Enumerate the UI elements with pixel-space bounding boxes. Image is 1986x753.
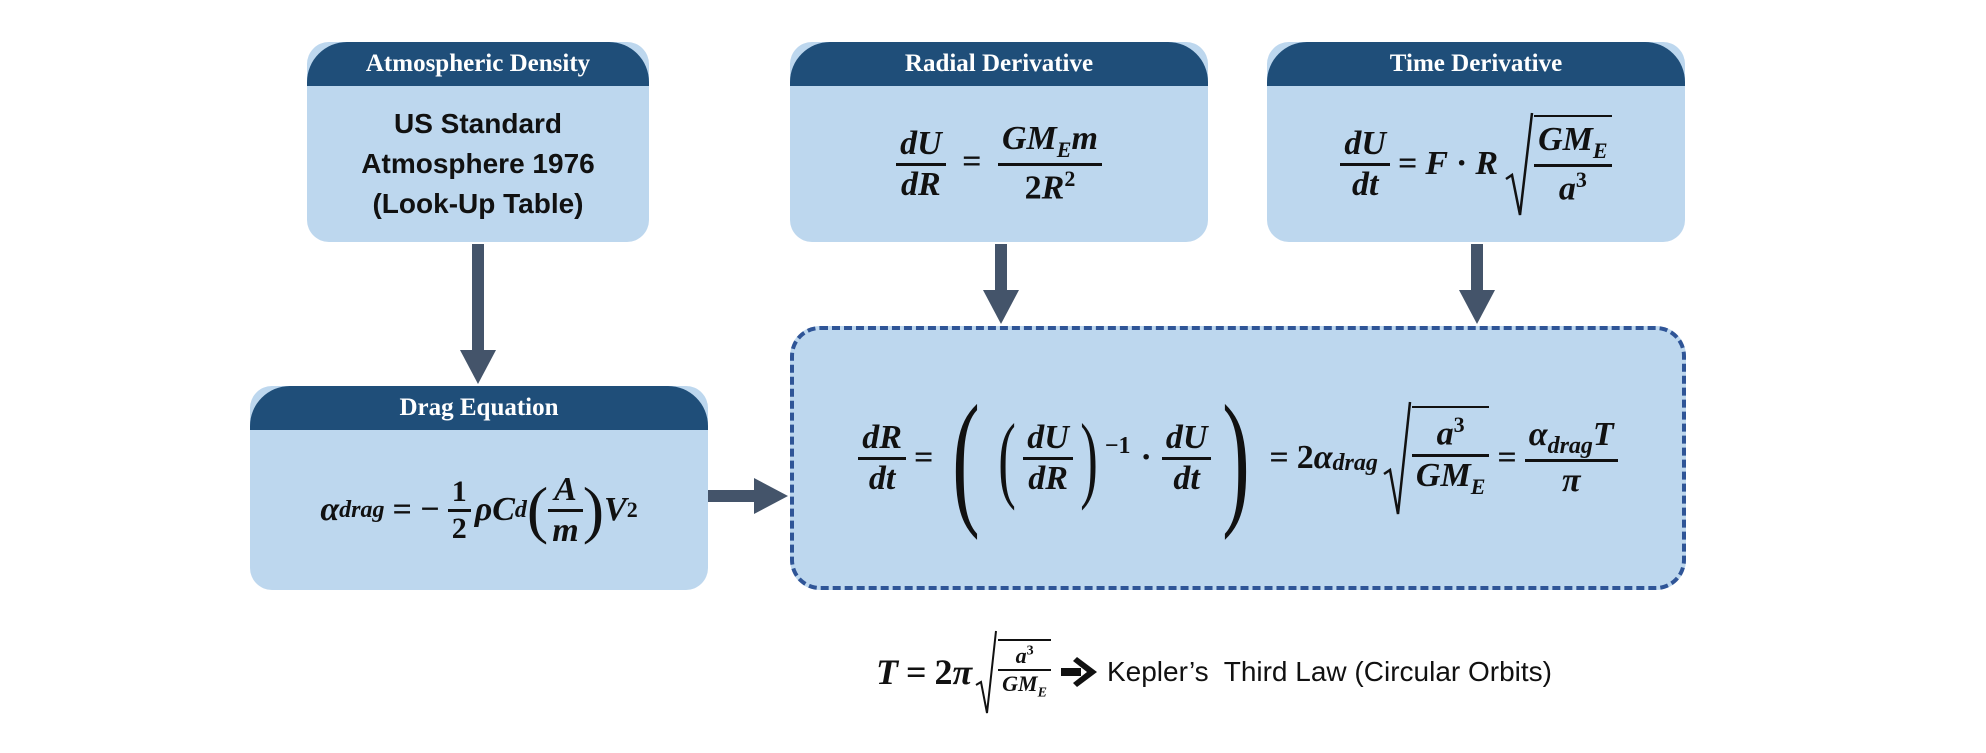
radial-derivative-equation: dU dR = GMEm 2R2 [896,120,1102,207]
density-line-2: Atmosphere 1976 [361,148,595,179]
arrow-time-to-combined [1459,244,1495,324]
time-derivative-box: Time Derivative dU dt = F · R GME a3 [1267,42,1685,242]
kepler-footer: T = 2 π a3 GME Kepler’s Third Law (Circular … [876,622,1552,722]
atmospheric-density-title: Atmospheric Density [307,42,649,86]
density-source-text: US Standard Atmosphere 1976 (Look-Up Tab… [361,104,594,224]
combined-equation-box: dR dt = ( ( dU dR ) −1 · dU dt ) = 2 α drag a… [790,326,1686,590]
arrow-drag-to-combined [708,478,788,514]
sqrt-sign-icon [975,630,998,714]
radial-derivative-title: Radial Derivative [790,42,1208,86]
time-derivative-title: Time Derivative [1267,42,1685,86]
arrow-radial-to-combined [983,244,1019,324]
arrow-density-to-drag [460,244,496,384]
sqrt-sign-icon [1383,401,1412,515]
density-line-3: (Look-Up Table) [372,188,584,219]
kepler-equation: T = 2 π a3 GME [876,627,1051,717]
radial-derivative-box: Radial Derivative dU dR = GMEm 2R2 [790,42,1208,242]
drag-equation-title: Drag Equation [250,386,708,430]
atmospheric-density-box: Atmospheric Density US Standard Atmosphe… [307,42,649,242]
combined-equation: dR dt = ( ( dU dR ) −1 · dU dt ) = 2 α drag a… [858,383,1618,533]
time-derivative-equation: dU dt = F · R GME a3 [1340,109,1612,219]
kepler-label: Kepler’s Third Law (Circular Orbits) [1106,656,1552,687]
sqrt-sign-icon [1505,112,1534,216]
density-line-1: US Standard [393,108,563,139]
right-arrow-icon [1060,657,1097,687]
